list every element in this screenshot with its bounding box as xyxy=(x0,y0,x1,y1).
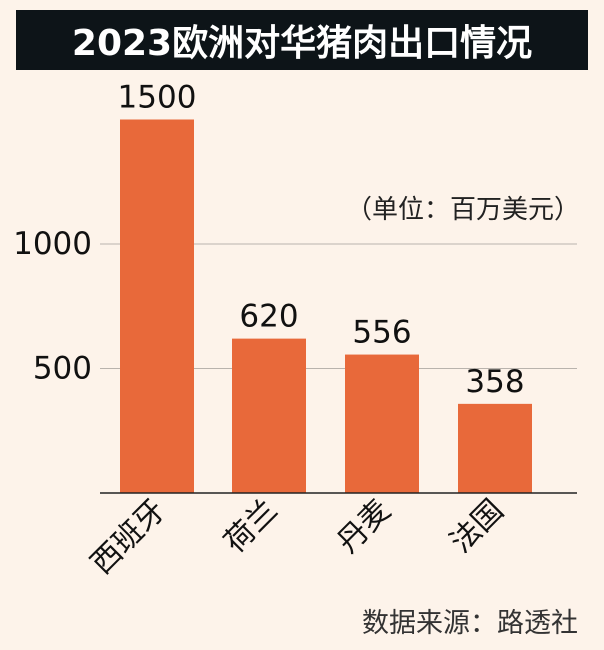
bar-1 xyxy=(120,119,194,493)
bar-4 xyxy=(458,403,532,493)
bar-3 xyxy=(345,354,419,493)
category-label-2: 荷兰 xyxy=(217,493,284,560)
source-note: 数据来源：路透社 xyxy=(362,608,578,639)
value-label-4: 358 xyxy=(465,364,524,400)
category-label-4: 法国 xyxy=(443,493,510,560)
bars xyxy=(120,119,532,493)
y-tick-label-500: 500 xyxy=(33,351,92,387)
title-bar: 2023欧洲对华猪肉出口情况 xyxy=(16,10,588,70)
value-labels: 1500 620 556 358 xyxy=(118,80,525,400)
value-label-1: 1500 xyxy=(118,80,197,116)
category-label-3: 丹麦 xyxy=(330,493,397,560)
category-label-1: 西班牙 xyxy=(84,493,172,581)
category-labels: 西班牙 荷兰 丹麦 法国 xyxy=(84,493,510,581)
value-label-2: 620 xyxy=(239,299,298,335)
unit-note: （单位：百万美元） xyxy=(346,195,580,225)
y-tick-label-1000: 1000 xyxy=(13,226,92,262)
value-label-3: 556 xyxy=(352,315,411,351)
chart-title: 2023欧洲对华猪肉出口情况 xyxy=(71,23,533,64)
y-tick-labels: 500 1000 xyxy=(13,226,92,387)
bar-2 xyxy=(232,338,306,493)
